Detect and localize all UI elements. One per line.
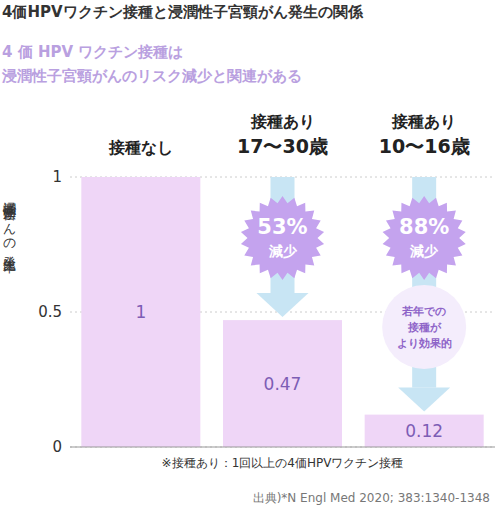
- svg-text:より効果的: より効果的: [397, 337, 452, 350]
- svg-text:若年での: 若年での: [401, 305, 446, 318]
- svg-text:接種なし: 接種なし: [108, 138, 173, 157]
- svg-text:減少: 減少: [409, 243, 439, 259]
- svg-text:53%: 53%: [257, 215, 307, 239]
- svg-text:接種が: 接種が: [407, 321, 442, 334]
- svg-text:1: 1: [135, 302, 146, 322]
- svg-text:0.12: 0.12: [405, 421, 443, 441]
- svg-text:0.47: 0.47: [264, 374, 302, 394]
- html-text:※接種あり：1回以上の4価HPVワクチン接種: ※接種あり：1回以上の4価HPVワクチン接種: [161, 456, 404, 470]
- svg-text:減少: 減少: [268, 243, 298, 259]
- svg-text:0: 0: [52, 438, 62, 456]
- html-text:4価HPVワクチン接種と浸潤性子宮頸がん発生の関係: 4価HPVワクチン接種と浸潤性子宮頸がん発生の関係: [2, 3, 363, 21]
- svg-text:接種あり: 接種あり: [250, 112, 315, 131]
- svg-text:接種あり: 接種あり: [391, 112, 456, 131]
- html-text:出典)*N Engl Med 2020; 383:1340-: 出典)*N Engl Med 2020; 383:1340-1348: [252, 491, 490, 505]
- svg-text:1: 1: [52, 168, 62, 186]
- svg-text:17〜30歳: 17〜30歳: [237, 135, 328, 157]
- html-text:浸潤性子宮頸がんの発生比率: 浸潤性子宮頸がんの発生比率: [2, 192, 17, 250]
- html-text:4 価 HPV ワクチン接種は 浸潤性子宮頸がんのリスク減少: 4 価 HPV ワクチン接種は 浸潤性子宮頸がんのリスク減少と関連がある: [2, 43, 302, 85]
- svg-text:10〜16歳: 10〜16歳: [379, 135, 470, 157]
- svg-text:0.5: 0.5: [38, 303, 62, 321]
- svg-text:88%: 88%: [399, 215, 449, 239]
